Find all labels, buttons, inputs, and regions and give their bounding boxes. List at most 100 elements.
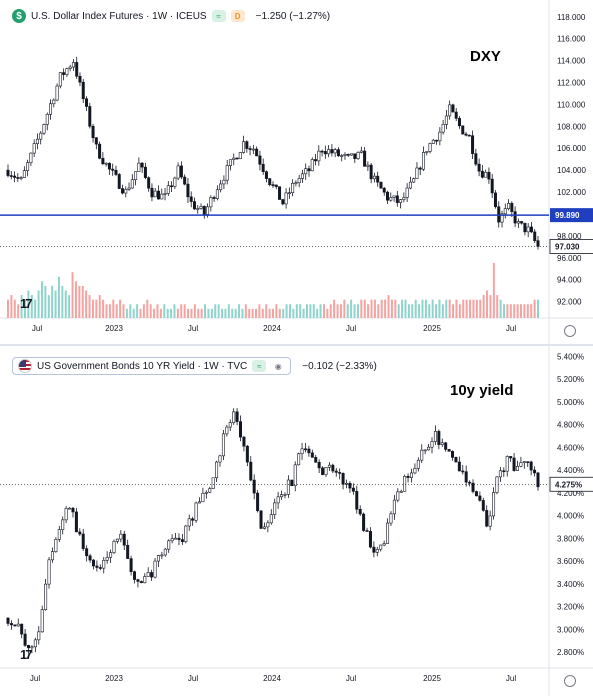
candle-body [245, 445, 249, 463]
candle-body [348, 482, 352, 489]
settings-gear-icon[interactable] [564, 675, 576, 687]
volume-bar [241, 308, 244, 318]
candle-body [341, 473, 345, 485]
candle-body [45, 114, 49, 125]
candle-body [340, 155, 344, 157]
volume-bar [180, 304, 183, 318]
candle-body [327, 149, 331, 155]
candle-body [321, 467, 325, 475]
volume-bar [7, 299, 9, 318]
price-tick-label: 5.000% [557, 398, 584, 407]
volume-bar [309, 304, 312, 318]
candle-body [150, 187, 154, 198]
candle-body [474, 153, 478, 165]
candle-body [457, 461, 461, 472]
yield-chart: 2.800% 3.000% 3.200% 3.400% 3.600% 3.800% 4.00… [0, 346, 593, 696]
candle-body [382, 187, 386, 193]
candle-body [307, 448, 311, 454]
volume-bar [295, 304, 298, 318]
volume-bar [489, 295, 492, 318]
yield-legend-title[interactable]: US Government Bonds 10 YR Yield · 1W · T… [37, 360, 248, 372]
candle-body [526, 226, 530, 233]
candle-body [262, 526, 266, 529]
volume-bar [47, 295, 50, 318]
candle-body [369, 164, 373, 180]
volume-bar [523, 304, 526, 318]
candle-body [333, 149, 337, 154]
candle-body [519, 462, 523, 467]
candle-body [353, 153, 357, 159]
candle-body [471, 135, 475, 154]
market-status-icon[interactable]: ≈ [252, 360, 267, 372]
candle-body [199, 206, 203, 209]
candle-body [441, 124, 445, 133]
candle-body [212, 197, 216, 199]
volume-bar [105, 304, 108, 318]
price-tick-label: 112.000 [557, 78, 586, 87]
candle-body [300, 448, 304, 455]
volume-bar [125, 308, 128, 318]
candle-body [516, 221, 520, 224]
candle-body [71, 507, 75, 513]
candle-body [423, 449, 427, 452]
volume-bar [292, 308, 295, 318]
candle-body [300, 173, 304, 179]
volume-bar [530, 304, 533, 318]
candle-body [271, 184, 275, 186]
settings-gear-icon[interactable] [564, 325, 576, 337]
market-status-icon[interactable]: ≈ [211, 10, 226, 22]
candle-body [109, 552, 113, 558]
candle-body [39, 132, 43, 140]
volume-bar [407, 304, 410, 318]
candle-body [30, 646, 34, 649]
price-tick-label: 4.400% [557, 466, 584, 475]
candle-body [420, 449, 424, 461]
volume-bar [156, 304, 159, 318]
candle-body [512, 457, 516, 471]
volume-bar [367, 304, 370, 318]
candle-body [358, 508, 362, 515]
last-price-tag: 97.030 [549, 239, 593, 254]
time-tick-label: Jul [506, 324, 516, 333]
volume-bar [272, 308, 274, 318]
candle-body [160, 554, 164, 557]
candle-body [122, 533, 126, 546]
volume-bar [20, 295, 23, 318]
candle-body [428, 143, 432, 152]
candle-body [454, 111, 458, 119]
volume-bar [108, 304, 111, 318]
candle-body [232, 411, 236, 423]
eye-icon[interactable]: ◉ [274, 361, 282, 371]
volume-bar [387, 295, 390, 318]
volume-bar [40, 281, 43, 318]
candle-body [461, 470, 465, 473]
candle-body [105, 557, 109, 561]
volume-bar [537, 299, 539, 318]
delayed-data-icon[interactable]: D [230, 10, 245, 22]
candle-body [107, 162, 111, 170]
candle-body [242, 141, 246, 153]
candle-body [58, 72, 62, 87]
tradingview-logo-icon[interactable]: 17 [20, 647, 33, 662]
candle-body [529, 461, 533, 471]
dxy-legend-title[interactable]: U.S. Dollar Index Futures · 1W · ICEUS [31, 10, 207, 22]
volume-bar [384, 299, 387, 318]
candle-body [16, 623, 20, 627]
price-tick-label: 102.000 [557, 188, 586, 197]
tradingview-logo-icon[interactable]: 17 [20, 296, 33, 311]
volume-bar [207, 308, 210, 318]
candle-body [492, 492, 496, 517]
candle-body [399, 199, 403, 203]
candle-body [256, 492, 260, 512]
candle-body [284, 192, 288, 205]
candle-body [251, 148, 255, 151]
candle-body [444, 115, 448, 125]
volume-bar [503, 304, 506, 318]
candle-body [215, 189, 219, 199]
candle-body [170, 185, 174, 188]
candle-body [403, 475, 407, 492]
volume-bar [187, 308, 190, 318]
last-price-text: 4.275% [555, 480, 582, 489]
candle-body [523, 222, 527, 233]
candle-body [252, 479, 256, 494]
